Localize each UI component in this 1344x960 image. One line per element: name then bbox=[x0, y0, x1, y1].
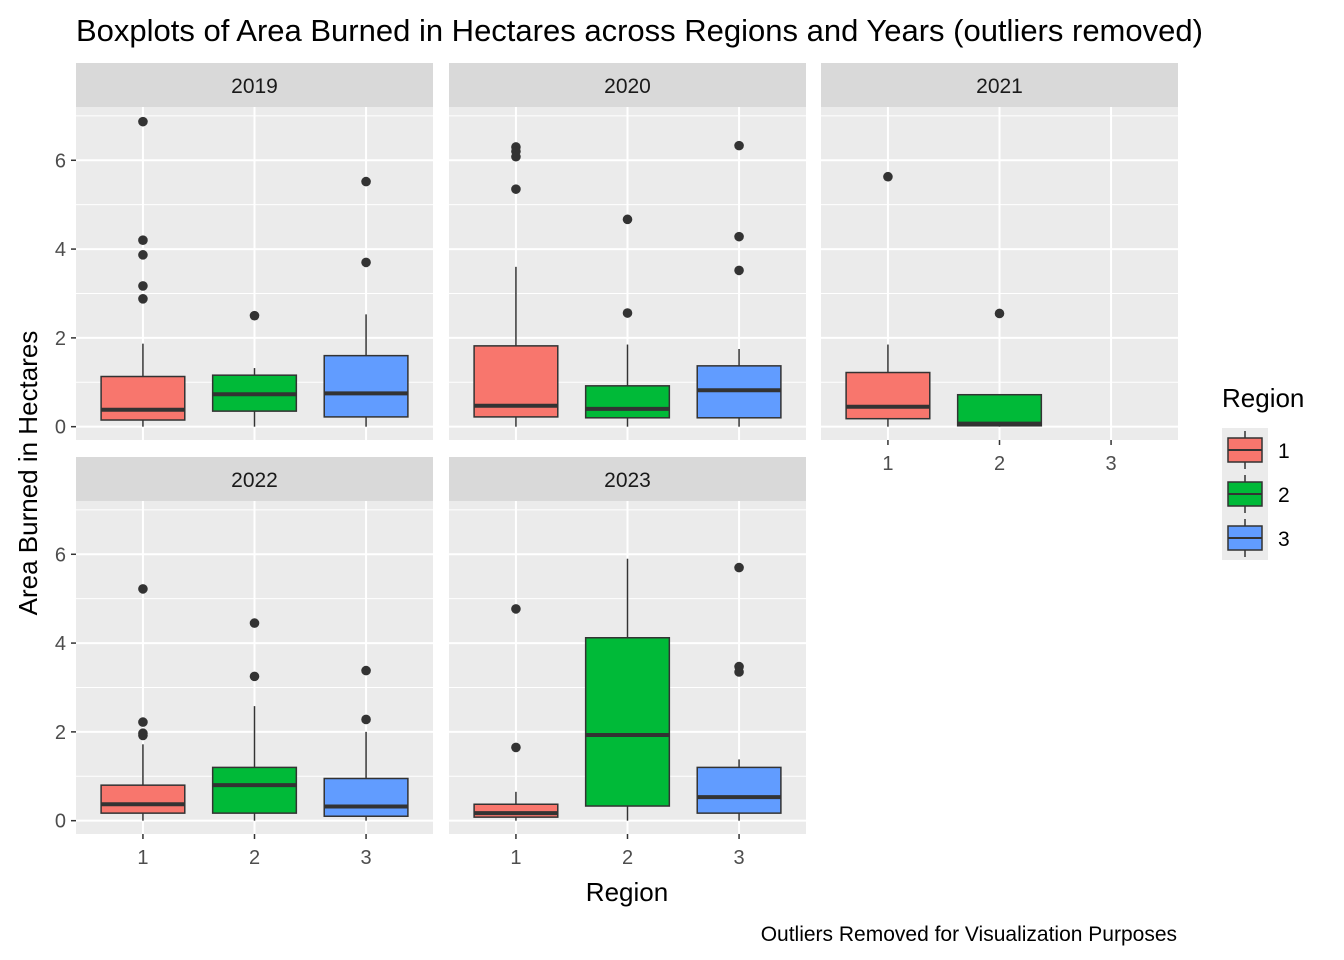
boxplot-region-2 bbox=[584, 214, 671, 427]
legend-label: 3 bbox=[1278, 528, 1290, 551]
caption: Outliers Removed for Visualization Purpo… bbox=[761, 923, 1177, 946]
y-tick-label: 6 bbox=[55, 150, 66, 172]
boxplot-region-2 bbox=[584, 558, 671, 821]
boxplot-region-1 bbox=[100, 116, 186, 427]
x-tick-label: 3 bbox=[734, 847, 745, 869]
boxplot-region-1 bbox=[845, 171, 931, 427]
y-tick-label: 4 bbox=[55, 239, 66, 261]
x-tick-label: 3 bbox=[1106, 453, 1117, 475]
y-tick-label: 2 bbox=[55, 328, 66, 350]
outlier-point bbox=[734, 265, 744, 276]
y-tick-label: 6 bbox=[55, 544, 66, 566]
box-iqr bbox=[473, 803, 559, 818]
outlier-point bbox=[138, 250, 148, 260]
boxplot-region-1 bbox=[473, 604, 559, 821]
outlier-point bbox=[361, 665, 371, 676]
facet-strip-label: 2020 bbox=[604, 75, 651, 98]
outlier-point bbox=[883, 171, 893, 182]
legend-title: Region bbox=[1222, 383, 1304, 413]
boxplot-region-2 bbox=[211, 310, 298, 427]
outlier-point bbox=[249, 310, 260, 321]
box-iqr bbox=[211, 766, 298, 814]
y-tick-label: 4 bbox=[55, 633, 66, 655]
outlier-point bbox=[138, 235, 148, 245]
facet-panel-2023: 2023 1 2 3 bbox=[449, 457, 806, 869]
y-axis-title: Area Burned in Hectares bbox=[13, 331, 43, 616]
outlier-point bbox=[361, 714, 371, 725]
chart-title: Boxplots of Area Burned in Hectares acro… bbox=[76, 13, 1203, 48]
boxplot-region-1 bbox=[100, 584, 186, 821]
box-iqr bbox=[100, 784, 186, 814]
box-iqr bbox=[956, 393, 1043, 427]
boxplot-region-3 bbox=[696, 562, 782, 821]
x-tick-label: 1 bbox=[510, 847, 521, 869]
box-iqr bbox=[845, 371, 931, 420]
boxplot-region-3 bbox=[323, 176, 409, 427]
x-tick-label: 2 bbox=[622, 847, 633, 869]
x-tick-label: 1 bbox=[137, 847, 148, 869]
facet-panel-2019: 2019 0 2 4 6 bbox=[55, 63, 433, 440]
legend: Region 1 2 3 bbox=[1222, 383, 1304, 560]
legend-key-1: 1 bbox=[1222, 428, 1290, 472]
x-axis-title: Region bbox=[586, 877, 668, 907]
y-tick-label: 2 bbox=[55, 722, 66, 744]
boxplot-region-3 bbox=[696, 140, 782, 427]
facet-strip bbox=[449, 63, 806, 107]
outlier-point bbox=[511, 184, 521, 194]
facet-strip bbox=[821, 63, 1178, 107]
facet-strip bbox=[76, 457, 433, 501]
outlier-point bbox=[511, 151, 521, 162]
boxplot-region-3 bbox=[323, 665, 409, 821]
box-iqr bbox=[584, 637, 671, 807]
facet-panel-2022: 2022 0 2 4 6 1 2 3 bbox=[55, 457, 433, 869]
boxplot-region-1 bbox=[473, 142, 559, 427]
facet-panel-2020: 2020 bbox=[449, 63, 806, 440]
legend-key-3: 3 bbox=[1222, 516, 1290, 560]
facet-strip bbox=[76, 63, 433, 107]
outlier-point bbox=[734, 231, 744, 242]
boxplot-region-2 bbox=[956, 308, 1043, 427]
facet-panel-2021: 2021 1 2 3 bbox=[821, 63, 1178, 475]
outlier-point bbox=[138, 717, 148, 727]
box-iqr bbox=[323, 777, 409, 817]
outlier-point bbox=[994, 308, 1005, 319]
outlier-point bbox=[511, 604, 521, 614]
facet-strip-label: 2023 bbox=[604, 469, 651, 492]
box-iqr bbox=[696, 766, 782, 814]
outlier-point bbox=[138, 294, 148, 304]
facet-panels: 2019 0 2 4 6 2020 2021 1 2 3 2022 0 2 4 6 1 2 3 2023 1 2 3 bbox=[55, 63, 1178, 869]
facet-strip-label: 2022 bbox=[231, 469, 278, 492]
outlier-point bbox=[622, 214, 633, 225]
outlier-point bbox=[361, 257, 371, 268]
outlier-point bbox=[734, 562, 744, 573]
box-iqr bbox=[323, 354, 409, 418]
boxplot-region-2 bbox=[211, 618, 298, 821]
outlier-point bbox=[138, 281, 148, 291]
outlier-point bbox=[361, 176, 371, 187]
outlier-point bbox=[138, 730, 148, 741]
y-tick-label: 0 bbox=[55, 811, 66, 833]
legend-label: 2 bbox=[1278, 484, 1290, 507]
outlier-point bbox=[138, 116, 148, 127]
legend-label: 1 bbox=[1278, 440, 1290, 463]
y-tick-label: 0 bbox=[55, 417, 66, 439]
box-iqr bbox=[584, 385, 671, 419]
outlier-point bbox=[138, 584, 148, 594]
x-tick-label: 2 bbox=[994, 453, 1005, 475]
outlier-point bbox=[249, 618, 260, 628]
x-tick-label: 2 bbox=[249, 847, 260, 869]
facet-strip-label: 2021 bbox=[976, 75, 1023, 98]
x-tick-label: 1 bbox=[882, 453, 893, 475]
outlier-point bbox=[622, 308, 633, 318]
outlier-point bbox=[511, 742, 521, 753]
facet-strip bbox=[449, 457, 806, 501]
outlier-point bbox=[734, 140, 744, 151]
x-tick-label: 3 bbox=[361, 847, 372, 869]
box-iqr bbox=[100, 375, 186, 421]
legend-key-2: 2 bbox=[1222, 472, 1290, 516]
facet-strip-label: 2019 bbox=[231, 75, 278, 98]
outlier-point bbox=[734, 667, 744, 677]
outlier-point bbox=[249, 671, 260, 682]
